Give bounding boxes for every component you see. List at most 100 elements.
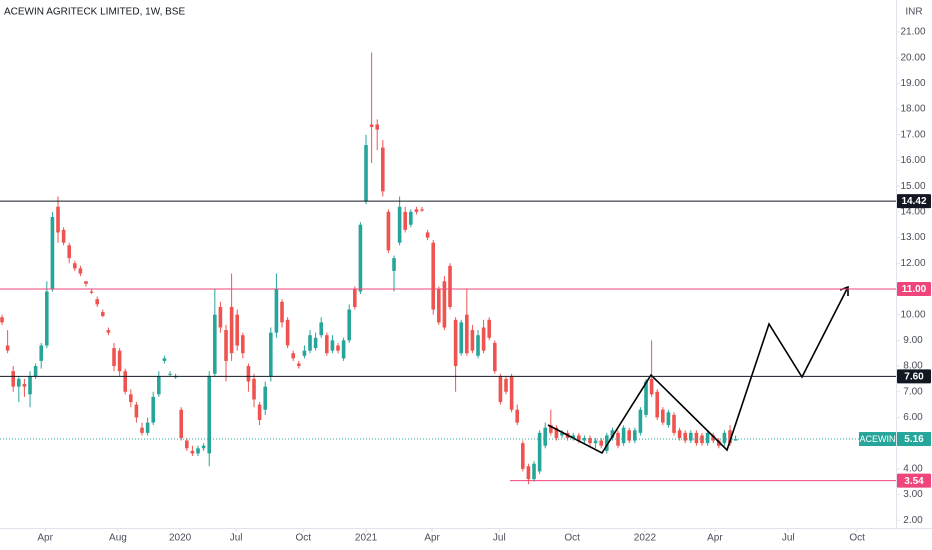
last-price-tag — [897, 432, 931, 447]
candle-body — [560, 432, 564, 436]
candle-body — [621, 427, 626, 444]
candle-body — [655, 391, 660, 418]
candle-body — [229, 306, 234, 354]
candle-body — [610, 430, 615, 439]
candle-body — [67, 245, 72, 259]
y-tick-label: 9.00 — [903, 335, 923, 346]
candle-body — [515, 409, 520, 423]
x-tick-label: Oct — [564, 533, 580, 544]
candle-body — [162, 358, 167, 361]
candle-body — [5, 345, 10, 351]
candle-body — [151, 396, 156, 423]
candle-body — [95, 299, 100, 305]
candle-body — [341, 340, 346, 359]
candle-body — [521, 443, 525, 469]
candle-body — [28, 376, 32, 395]
x-tick-label: Jul — [493, 533, 506, 544]
candle-body — [532, 463, 536, 480]
candle-body — [291, 353, 296, 359]
x-tick-label: Jul — [230, 533, 243, 544]
level-tag — [897, 369, 931, 384]
candle-body — [241, 335, 245, 354]
candle-body — [129, 394, 133, 403]
candle-body — [246, 366, 251, 382]
y-tick-label: 10.00 — [900, 309, 925, 320]
drawn-pattern — [547, 286, 849, 455]
candle-body — [733, 439, 738, 441]
y-tick-label: 16.00 — [900, 155, 925, 166]
candle-body — [347, 309, 352, 341]
candle-body — [89, 291, 94, 293]
candle-body — [33, 366, 38, 377]
chart-title: ACEWIN AGRITECK LIMITED, 1W, BSE — [4, 7, 185, 18]
candle-body — [493, 342, 497, 372]
x-tick-label: Apr — [424, 533, 440, 544]
y-tick-label: 18.00 — [900, 104, 925, 115]
symbol-tag-label: ACEWIN — [860, 434, 896, 444]
y-tick-label: 17.00 — [900, 129, 925, 140]
candle-body — [369, 124, 374, 128]
candle-body — [459, 322, 464, 354]
level-tag-label: 14.42 — [901, 196, 926, 207]
candle-body — [543, 427, 548, 446]
candle-body — [179, 409, 184, 439]
level-tag — [897, 194, 931, 209]
candle-body — [196, 448, 200, 454]
x-tick-label: Oct — [849, 533, 865, 544]
candle-body — [50, 217, 55, 289]
candle-body — [106, 330, 111, 333]
x-tick-label: 2021 — [355, 533, 378, 544]
candle-body — [117, 350, 122, 372]
candle-body — [481, 327, 486, 351]
candle-body — [78, 268, 83, 274]
candle-body — [661, 409, 665, 423]
y-tick-label: 8.00 — [903, 361, 923, 372]
x-tick-label: Apr — [707, 533, 723, 544]
candle-body — [442, 281, 447, 328]
candle-body — [61, 229, 66, 243]
y-tick-label: 7.00 — [903, 386, 923, 397]
candle-body — [274, 288, 279, 333]
candle-body — [677, 430, 682, 439]
candle-body — [537, 432, 542, 472]
y-tick-label: 15.00 — [900, 181, 925, 192]
candle-body — [588, 438, 592, 444]
candle-body — [45, 291, 49, 346]
last-price-label: 5.16 — [904, 434, 924, 445]
candle-body — [235, 314, 240, 346]
candle-body — [207, 376, 212, 454]
candle-body — [224, 330, 228, 361]
y-tick-label: 13.00 — [900, 232, 925, 243]
level-tag-label: 7.60 — [904, 371, 924, 382]
candle-body — [509, 376, 514, 410]
candle-body — [140, 427, 144, 433]
candle-body — [330, 340, 335, 351]
candle-body — [11, 371, 16, 387]
candle-body — [571, 435, 576, 439]
candle-body — [672, 414, 676, 433]
candle-body — [470, 330, 475, 351]
candle-body — [157, 376, 161, 395]
candle-body — [409, 211, 413, 225]
candle-body — [381, 147, 385, 192]
candle-body — [0, 317, 4, 323]
candle-body — [22, 384, 27, 387]
candle-body — [694, 432, 699, 444]
y-tick-label: 3.00 — [903, 489, 923, 500]
candle-body — [168, 373, 172, 375]
y-tick-label: 6.00 — [903, 412, 923, 423]
candle-body — [190, 450, 195, 454]
x-tick-label: Oct — [296, 533, 312, 544]
candle-body — [666, 412, 671, 426]
candle-body — [638, 409, 643, 433]
candle-body — [689, 432, 693, 441]
level-tag-label: 3.54 — [904, 476, 924, 487]
candle-body — [319, 322, 324, 336]
candle-body — [554, 427, 559, 439]
candle-body — [285, 319, 290, 346]
candle-body — [403, 211, 408, 230]
x-tick-label: Aug — [109, 533, 127, 544]
x-tick-label: 2020 — [169, 533, 192, 544]
candle-body — [123, 371, 128, 392]
candle-body — [448, 265, 452, 307]
